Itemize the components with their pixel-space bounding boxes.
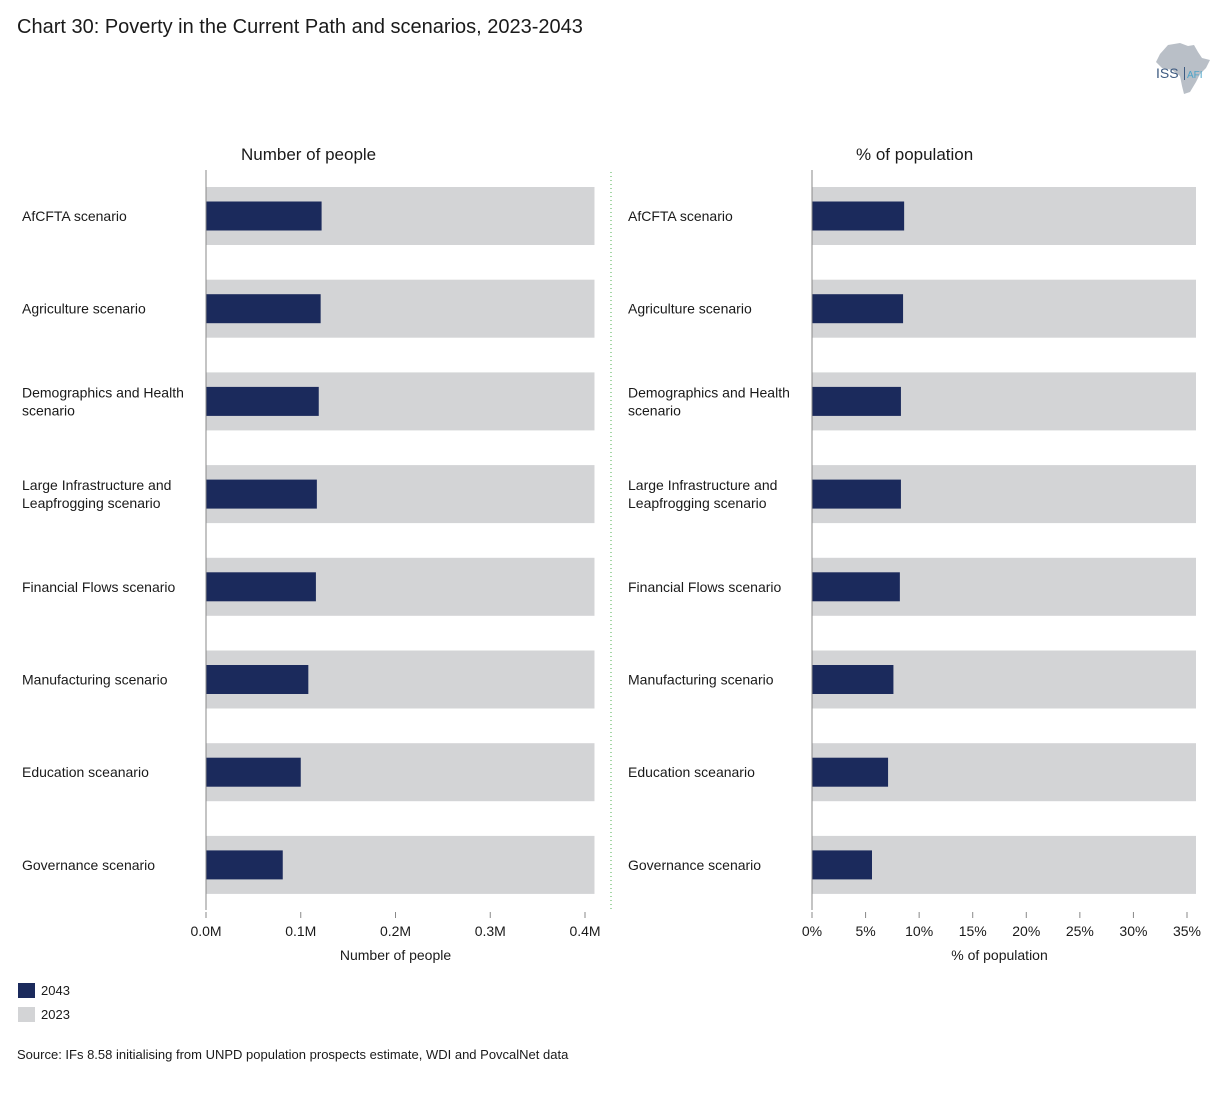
legend-label-2023: 2023: [41, 1007, 70, 1022]
source-note: Source: IFs 8.58 initialising from UNPD …: [17, 1047, 569, 1062]
panel-title-pct: % of population: [856, 145, 973, 164]
page-title: Chart 30: Poverty in the Current Path an…: [17, 16, 583, 38]
bar-2043-pct-2: [812, 386, 901, 416]
category-label-line: AfCFTA scenario: [628, 208, 733, 224]
bar-2043-pct-1: [812, 294, 904, 324]
category-label-people-3: Large Infrastructure and Leapfrogging sce…: [22, 477, 171, 511]
legend-item-2023: 2023: [18, 1007, 70, 1022]
category-label-line: Agriculture scenario: [628, 301, 752, 317]
category-label-line: Governance scenario: [628, 857, 761, 873]
bar-2043-people-1: [206, 294, 321, 324]
bar-2043-people-2: [206, 386, 319, 416]
bar-2043-people-4: [206, 572, 316, 602]
x-tick-label-pct-3: 15%: [959, 923, 987, 939]
x-tick-label-pct-6: 30%: [1119, 923, 1147, 939]
iss-afi-logo: ISS AFI: [1156, 43, 1210, 94]
category-label-line: Large Infrastructure and: [22, 477, 171, 493]
legend-item-2043: 2043: [18, 983, 70, 998]
bar-2043-people-0: [206, 201, 322, 231]
bar-2043-pct-0: [812, 201, 905, 231]
category-label-pct-4: Financial Flows scenario: [628, 579, 781, 595]
category-label-line: AfCFTA scenario: [22, 208, 127, 224]
panel-title-people: Number of people: [241, 145, 376, 164]
category-label-line: Education sceanario: [22, 764, 149, 780]
x-tick-label-pct-1: 5%: [855, 923, 875, 939]
logo-text: ISS: [1156, 65, 1179, 81]
x-tick-label-pct-5: 25%: [1066, 923, 1094, 939]
x-axis-label-people: Number of people: [340, 947, 452, 963]
category-label-line: scenario: [22, 402, 75, 418]
x-tick-label-pct-2: 10%: [905, 923, 933, 939]
bar-2043-people-5: [206, 665, 309, 694]
category-label-line: Manufacturing scenario: [628, 672, 774, 688]
x-tick-label-people-0: 0.0M: [190, 923, 221, 939]
category-label-line: Demographics and Health: [628, 384, 790, 400]
category-label-people-0: AfCFTA scenario: [22, 208, 127, 224]
category-label-pct-7: Governance scenario: [628, 857, 761, 873]
category-label-pct-5: Manufacturing scenario: [628, 672, 774, 688]
category-label-people-6: Education sceanario: [22, 764, 149, 780]
category-label-line: Leapfrogging scenario: [22, 495, 161, 511]
x-axis-label-pct: % of population: [951, 947, 1048, 963]
category-label-pct-3: Large Infrastructure and Leapfrogging sce…: [628, 477, 777, 511]
x-tick-label-pct-4: 20%: [1012, 923, 1040, 939]
legend-label-2043: 2043: [41, 983, 70, 998]
chart-area: Number of people AfCFTA scenario Agricultu…: [22, 145, 1201, 963]
bar-2043-people-3: [206, 479, 317, 509]
category-label-line: Governance scenario: [22, 857, 155, 873]
category-label-people-2: Demographics and Health scenario: [22, 384, 184, 418]
category-label-line: Large Infrastructure and: [628, 477, 777, 493]
category-label-people-5: Manufacturing scenario: [22, 672, 168, 688]
category-label-line: Leapfrogging scenario: [628, 495, 767, 511]
category-label-line: Education sceanario: [628, 764, 755, 780]
category-label-people-1: Agriculture scenario: [22, 301, 146, 317]
category-label-line: Financial Flows scenario: [22, 579, 175, 595]
category-label-line: Agriculture scenario: [22, 301, 146, 317]
category-label-line: scenario: [628, 402, 681, 418]
logo-suffix: AFI: [1187, 70, 1203, 81]
bar-2043-pct-3: [812, 479, 901, 509]
category-label-pct-0: AfCFTA scenario: [628, 208, 733, 224]
bar-2043-pct-7: [812, 850, 872, 880]
bar-2043-pct-4: [812, 572, 900, 602]
legend-swatch-2023: [18, 1007, 35, 1022]
category-label-line: Manufacturing scenario: [22, 672, 168, 688]
bar-2043-pct-5: [812, 665, 894, 694]
bar-2043-pct-6: [812, 757, 889, 787]
bar-2043-people-6: [206, 757, 301, 787]
x-tick-label-people-3: 0.3M: [475, 923, 506, 939]
x-tick-label-people-1: 0.1M: [285, 923, 316, 939]
category-label-people-7: Governance scenario: [22, 857, 155, 873]
bar-2023-pct-7: [812, 835, 1196, 894]
x-tick-label-pct-7: 35%: [1173, 923, 1201, 939]
category-label-pct-2: Demographics and Health scenario: [628, 384, 790, 418]
x-tick-label-people-2: 0.2M: [380, 923, 411, 939]
x-tick-label-people-4: 0.4M: [569, 923, 600, 939]
legend-swatch-2043: [18, 983, 35, 998]
x-tick-label-pct-0: 0%: [802, 923, 822, 939]
bar-2043-people-7: [206, 850, 283, 880]
category-label-pct-6: Education sceanario: [628, 764, 755, 780]
category-label-pct-1: Agriculture scenario: [628, 301, 752, 317]
category-label-people-4: Financial Flows scenario: [22, 579, 175, 595]
category-label-line: Financial Flows scenario: [628, 579, 781, 595]
africa-map-icon: [1156, 43, 1210, 94]
category-label-line: Demographics and Health: [22, 384, 184, 400]
